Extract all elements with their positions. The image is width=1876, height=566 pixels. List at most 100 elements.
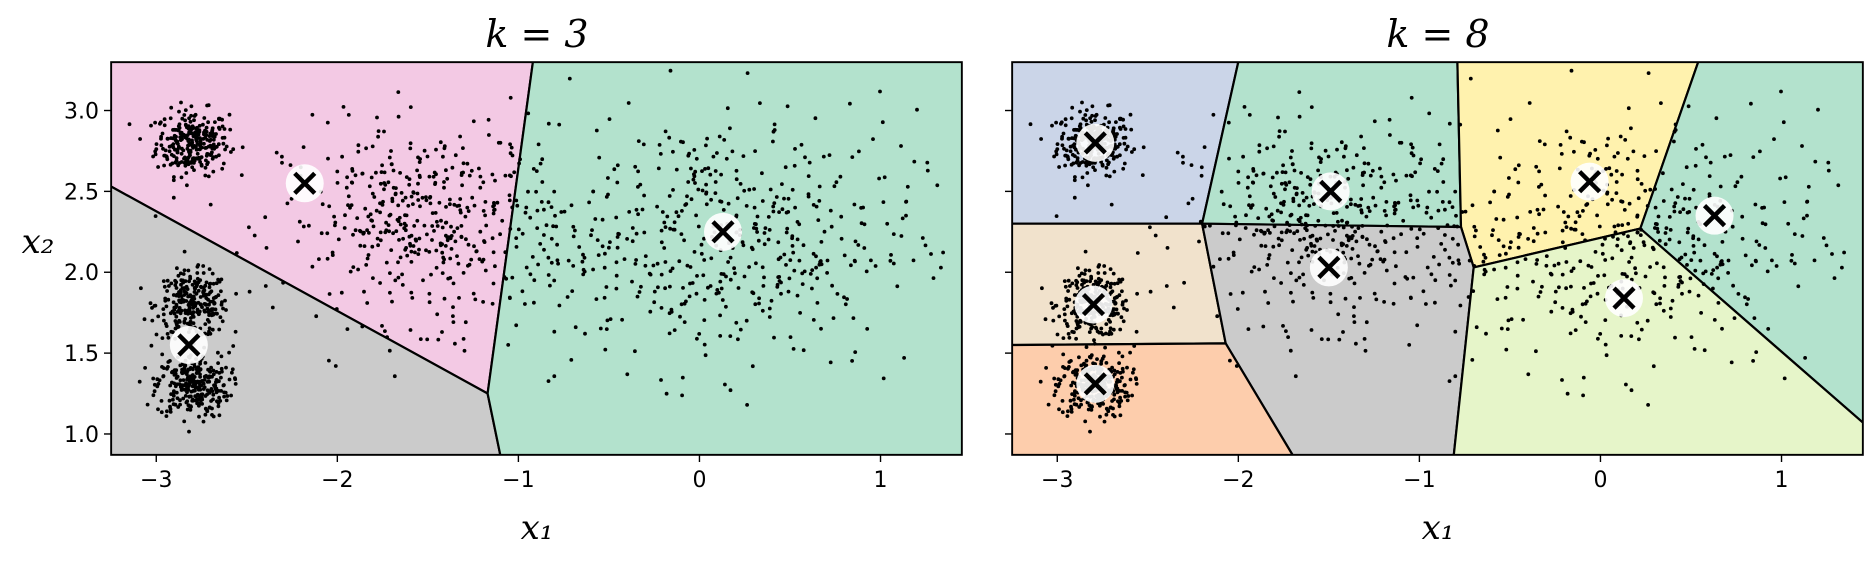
data-point: [172, 175, 176, 179]
data-point: [1439, 242, 1444, 246]
data-point: [367, 184, 372, 189]
data-point: [1676, 285, 1681, 289]
data-point: [1367, 242, 1372, 247]
data-point: [336, 237, 341, 242]
data-point: [160, 336, 165, 340]
data-point: [1614, 180, 1619, 184]
data-point: [1311, 296, 1316, 300]
data-point: [1478, 245, 1483, 249]
data-point: [831, 316, 836, 320]
data-point: [829, 224, 834, 229]
data-point: [672, 220, 677, 225]
data-point: [378, 210, 382, 215]
data-point: [1627, 260, 1631, 264]
data-point: [784, 230, 789, 235]
data-point: [1616, 223, 1621, 228]
data-point: [674, 167, 679, 172]
data-point: [1506, 318, 1511, 323]
data-point: [166, 297, 171, 302]
data-point: [1114, 120, 1118, 124]
data-point: [1080, 175, 1085, 180]
data-point: [1401, 218, 1406, 223]
data-point: [762, 275, 766, 280]
panel-k8: −3 −2 −1 0 1 k = 8 x₁: [1005, 12, 1864, 548]
data-point: [1531, 239, 1536, 244]
data-point: [1263, 289, 1267, 294]
data-point: [1175, 150, 1180, 155]
data-point: [203, 146, 208, 150]
data-point: [403, 228, 408, 233]
data-point: [492, 208, 496, 213]
data-point: [1269, 212, 1274, 217]
plot-frame: [110, 61, 963, 456]
data-point: [1125, 308, 1129, 312]
data-point: [762, 231, 767, 235]
data-point: [1783, 175, 1788, 180]
data-point: [1107, 332, 1111, 337]
data-point: [1082, 272, 1087, 276]
data-point: [1356, 226, 1361, 231]
data-point: [1110, 365, 1114, 370]
data-point: [542, 207, 546, 212]
data-point: [1051, 318, 1056, 323]
data-point: [1626, 221, 1631, 226]
data-point: [659, 378, 663, 382]
data-point: [828, 208, 833, 213]
data-point: [1226, 120, 1231, 125]
data-point: [1135, 291, 1139, 296]
data-point: [822, 229, 827, 234]
data-point: [1408, 295, 1413, 300]
data-point: [659, 240, 664, 245]
data-point: [404, 175, 409, 180]
data-point: [1292, 185, 1297, 190]
data-point: [1112, 281, 1117, 286]
data-point: [1060, 410, 1065, 415]
data-point: [490, 172, 495, 177]
data-point: [408, 141, 413, 146]
data-point: [1336, 219, 1340, 224]
data-point: [1069, 359, 1073, 363]
data-point: [1410, 174, 1414, 179]
data-point: [364, 146, 368, 151]
data-point: [1698, 258, 1703, 263]
data-point: [391, 168, 396, 173]
data-point: [181, 396, 186, 401]
data-point: [344, 185, 349, 190]
data-point: [1279, 201, 1283, 206]
data-point: [687, 294, 692, 299]
x-tick-label: −3: [1041, 468, 1073, 493]
data-point: [719, 199, 724, 204]
data-point: [1283, 181, 1288, 185]
data-point: [214, 380, 218, 384]
data-point: [1302, 236, 1306, 241]
data-point: [708, 284, 713, 288]
centroids: [169, 164, 742, 365]
data-point: [440, 225, 445, 230]
data-point: [471, 119, 476, 124]
data-point: [1540, 284, 1544, 289]
data-point: [573, 228, 577, 233]
data-point: [191, 388, 196, 393]
data-point: [1639, 327, 1644, 332]
data-point: [178, 135, 183, 140]
data-point: [417, 247, 421, 252]
data-point: [1275, 170, 1279, 175]
data-point: [1345, 168, 1349, 173]
data-point: [411, 191, 416, 195]
data-point: [1266, 301, 1271, 305]
data-point: [877, 176, 881, 181]
data-point: [695, 274, 699, 278]
data-point: [602, 295, 607, 300]
data-point: [622, 257, 627, 261]
data-point: [197, 385, 202, 389]
data-point: [212, 134, 217, 139]
data-point: [164, 324, 169, 328]
data-point: [744, 204, 749, 208]
data-point: [1826, 168, 1831, 173]
data-point: [170, 380, 174, 385]
data-point: [1367, 209, 1372, 214]
data-point: [455, 204, 460, 208]
data-point: [1458, 122, 1463, 127]
data-point: [1691, 244, 1696, 248]
data-point: [151, 393, 156, 398]
